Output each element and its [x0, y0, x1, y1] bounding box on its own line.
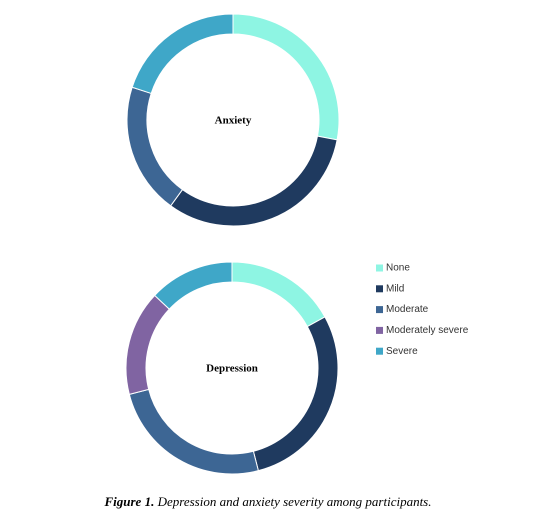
donut-segment [128, 388, 259, 475]
donut-segment [252, 316, 339, 472]
donut-segment [125, 294, 171, 395]
legend-label: None [386, 263, 410, 274]
legend-swatch [376, 285, 383, 293]
donut-segment [131, 13, 234, 95]
legend-swatch [376, 264, 383, 272]
donut-segment [169, 135, 338, 227]
donut-segment [126, 86, 184, 207]
legend-swatch [376, 347, 383, 355]
donut-segment [154, 261, 233, 310]
legend-label: Mild [386, 283, 404, 294]
legend-swatch [376, 326, 383, 334]
legend-swatch [376, 306, 383, 314]
chart-title: Depression [206, 363, 258, 375]
legend-label: Severe [386, 346, 418, 357]
caption: Figure 1. Depression and anxiety severit… [103, 494, 431, 509]
donut-segment [231, 261, 326, 328]
caption-label: Figure 1. [103, 494, 154, 509]
legend-label: Moderate [386, 304, 429, 315]
chart-title: Anxiety [215, 115, 252, 127]
legend-label: Moderately severe [386, 325, 469, 336]
caption-text: Depression and anxiety severity among pa… [157, 494, 432, 509]
